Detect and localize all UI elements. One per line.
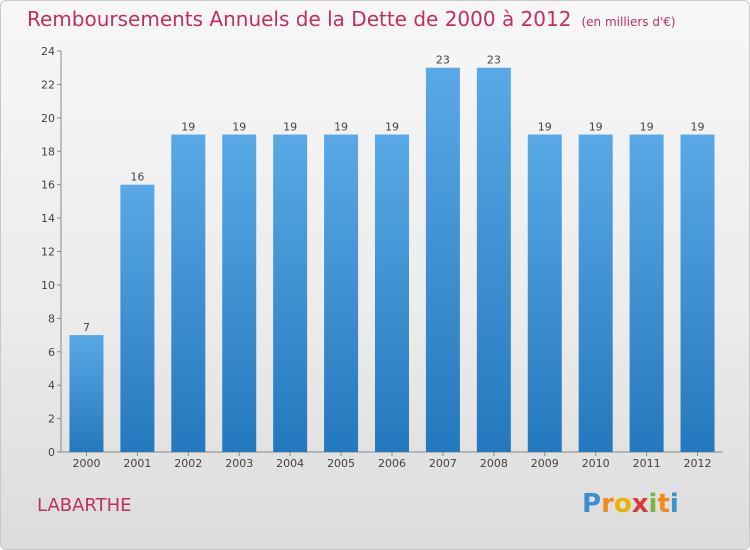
x-tick-label: 2002 bbox=[174, 457, 202, 470]
bar bbox=[629, 134, 664, 452]
logo-letter: P bbox=[582, 489, 602, 519]
bar bbox=[120, 184, 155, 452]
place-name: LABARTHE bbox=[37, 495, 132, 516]
x-tick-label: 2004 bbox=[276, 457, 304, 470]
chart-title-main: Remboursements Annuels de la Dette de 20… bbox=[27, 7, 572, 31]
bar bbox=[476, 67, 511, 452]
chart-title: Remboursements Annuels de la Dette de 20… bbox=[27, 7, 676, 31]
x-tick-label: 2000 bbox=[72, 457, 100, 470]
logo-letter: i bbox=[669, 489, 679, 519]
bar bbox=[222, 134, 257, 452]
bar bbox=[171, 134, 206, 452]
bar-value-label: 19 bbox=[538, 121, 552, 134]
proxiti-logo: Proxiti bbox=[582, 489, 679, 519]
x-tick-label: 2005 bbox=[327, 457, 355, 470]
bar-value-label: 19 bbox=[283, 121, 297, 134]
logo-letter: o bbox=[613, 489, 632, 519]
logo-letter: r bbox=[601, 489, 614, 519]
bar-value-label: 19 bbox=[589, 121, 603, 134]
y-tick-label: 12 bbox=[41, 246, 55, 259]
logo-letter: t bbox=[657, 489, 670, 519]
logo-letter: x bbox=[631, 489, 649, 519]
y-tick-label: 20 bbox=[41, 112, 55, 125]
bar bbox=[375, 134, 409, 452]
bar-value-label: 19 bbox=[334, 121, 348, 134]
bar-value-label: 16 bbox=[130, 171, 144, 184]
x-tick-label: 2003 bbox=[225, 457, 253, 470]
y-tick-label: 24 bbox=[41, 45, 55, 58]
y-tick-label: 18 bbox=[41, 145, 55, 158]
bar bbox=[69, 335, 104, 452]
y-tick-label: 4 bbox=[48, 379, 55, 392]
bar-value-label: 7 bbox=[83, 321, 90, 334]
bar-value-label: 23 bbox=[436, 54, 450, 67]
x-tick-label: 2006 bbox=[378, 457, 406, 470]
bar-value-label: 23 bbox=[487, 54, 501, 67]
x-tick-label: 2012 bbox=[684, 457, 712, 470]
x-tick-label: 2010 bbox=[582, 457, 610, 470]
bar bbox=[273, 134, 308, 452]
x-tick-label: 2008 bbox=[480, 457, 508, 470]
y-tick-label: 6 bbox=[48, 346, 55, 359]
bar-value-label: 19 bbox=[181, 121, 195, 134]
chart-title-unit: (en milliers d'€) bbox=[581, 15, 676, 29]
y-tick-label: 8 bbox=[48, 312, 55, 325]
x-tick-label: 2009 bbox=[531, 457, 559, 470]
bar-value-label: 19 bbox=[691, 121, 705, 134]
x-tick-label: 2011 bbox=[633, 457, 661, 470]
bar-value-label: 19 bbox=[640, 121, 654, 134]
x-tick-label: 2007 bbox=[429, 457, 457, 470]
y-tick-label: 14 bbox=[41, 212, 55, 225]
bar bbox=[527, 134, 562, 452]
y-tick-label: 10 bbox=[41, 279, 55, 292]
bar bbox=[578, 134, 613, 452]
y-tick-label: 16 bbox=[41, 179, 55, 192]
bar bbox=[324, 134, 359, 452]
bar bbox=[425, 67, 460, 452]
bar-value-label: 19 bbox=[385, 121, 399, 134]
y-tick-label: 22 bbox=[41, 78, 55, 91]
y-tick-label: 0 bbox=[48, 446, 55, 459]
x-tick-label: 2001 bbox=[123, 457, 151, 470]
y-tick-label: 2 bbox=[48, 413, 55, 426]
bar bbox=[680, 134, 715, 452]
bar-value-label: 19 bbox=[232, 121, 246, 134]
logo-letter: i bbox=[648, 489, 658, 519]
